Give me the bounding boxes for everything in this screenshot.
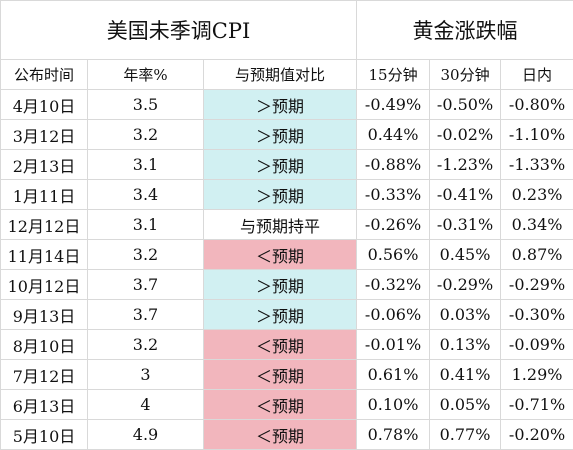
column-header-vs-expectation: 与预期值对比 [202,59,358,90]
cell-gold-intraday: 0.23% [500,179,573,210]
column-header-intraday: 日内 [500,59,573,90]
table-row: 3月12日 3.2 ＞预期 0.44% -0.02% -1.10% [0,119,573,150]
cell-vs-expectation: ＞预期 [202,179,358,210]
cell-gold-15min: -0.01% [356,329,431,360]
cell-vs-expectation: ＞预期 [202,89,358,120]
cell-gold-15min: -0.06% [356,299,431,330]
cell-gold-intraday: -0.29% [500,269,573,300]
table-row: 4月10日 3.5 ＞预期 -0.49% -0.50% -0.80% [0,89,573,120]
table-row: 9月13日 3.7 ＞预期 -0.06% 0.03% -0.30% [0,299,573,330]
table-row: 7月12日 3 ＜预期 0.61% 0.41% 1.29% [0,359,573,390]
cell-gold-30min: 0.13% [429,329,502,360]
cell-gold-15min: 0.78% [356,419,431,450]
cell-gold-30min: 0.03% [429,299,502,330]
cell-rate: 3.2 [87,239,204,270]
cell-vs-expectation: 与预期持平 [202,209,358,240]
cell-gold-15min: 0.10% [356,389,431,420]
cell-date: 9月13日 [0,299,88,330]
column-header-date: 公布时间 [0,59,88,90]
table-body: 4月10日 3.5 ＞预期 -0.49% -0.50% -0.80% 3月12日 3.2 ＞预期… [0,89,573,450]
cell-rate: 3.1 [87,209,204,240]
cell-gold-intraday: -1.10% [500,119,573,150]
table-row: 1月11日 3.4 ＞预期 -0.33% -0.41% 0.23% [0,179,573,210]
column-header-rate: 年率% [87,59,204,90]
cell-gold-30min: 0.77% [429,419,502,450]
cell-date: 1月11日 [0,179,88,210]
cell-gold-30min: -0.31% [429,209,502,240]
cell-gold-15min: -0.88% [356,149,431,180]
cell-gold-15min: -0.33% [356,179,431,210]
cell-date: 3月12日 [0,119,88,150]
cell-rate: 3.1 [87,149,204,180]
cell-date: 4月10日 [0,89,88,120]
table-row: 6月13日 4 ＜预期 0.10% 0.05% -0.71% [0,389,573,420]
cell-vs-expectation: ＜预期 [202,389,358,420]
table-row: 12月12日 3.1 与预期持平 -0.26% -0.31% 0.34% [0,209,573,240]
cell-date: 8月10日 [0,329,88,360]
cell-vs-expectation: ＞预期 [202,269,358,300]
cell-gold-30min: 0.41% [429,359,502,390]
cell-gold-30min: -1.23% [429,149,502,180]
cell-date: 12月12日 [0,209,88,240]
cell-rate: 4 [87,389,204,420]
cell-gold-30min: -0.41% [429,179,502,210]
cell-date: 10月12日 [0,269,88,300]
cell-date: 7月12日 [0,359,88,390]
cell-gold-intraday: -0.20% [500,419,573,450]
cell-gold-intraday: -0.30% [500,299,573,330]
cell-rate: 3.4 [87,179,204,210]
cell-gold-15min: -0.32% [356,269,431,300]
cell-gold-intraday: -0.71% [500,389,573,420]
cell-vs-expectation: ＞预期 [202,149,358,180]
cell-rate: 3.2 [87,329,204,360]
cell-gold-15min: 0.44% [356,119,431,150]
cell-rate: 3.7 [87,299,204,330]
cell-gold-intraday: -0.80% [500,89,573,120]
cell-gold-30min: -0.29% [429,269,502,300]
cell-gold-15min: -0.49% [356,89,431,120]
column-header-row: 公布时间 年率% 与预期值对比 15分钟 30分钟 日内 [0,59,573,90]
cell-rate: 4.9 [87,419,204,450]
cell-gold-30min: -0.50% [429,89,502,120]
cell-gold-30min: -0.02% [429,119,502,150]
cell-vs-expectation: ＞预期 [202,119,358,150]
cell-gold-intraday: 1.29% [500,359,573,390]
cell-gold-intraday: 0.34% [500,209,573,240]
group-header-row: 美国未季调CPI 黄金涨跌幅 [0,0,573,60]
table-row: 5月10日 4.9 ＜预期 0.78% 0.77% -0.20% [0,419,573,450]
table-row: 11月14日 3.2 ＜预期 0.56% 0.45% 0.87% [0,239,573,270]
cell-rate: 3.2 [87,119,204,150]
cell-vs-expectation: ＜预期 [202,359,358,390]
column-header-15min: 15分钟 [356,59,431,90]
cell-date: 2月13日 [0,149,88,180]
cell-rate: 3 [87,359,204,390]
table-row: 8月10日 3.2 ＜预期 -0.01% 0.13% -0.09% [0,329,573,360]
cell-date: 11月14日 [0,239,88,270]
cell-vs-expectation: ＜预期 [202,419,358,450]
cell-gold-15min: 0.61% [356,359,431,390]
cell-vs-expectation: ＜预期 [202,329,358,360]
column-header-30min: 30分钟 [429,59,502,90]
cell-gold-intraday: -1.33% [500,149,573,180]
table-row: 2月13日 3.1 ＞预期 -0.88% -1.23% -1.33% [0,149,573,180]
cell-gold-intraday: -0.09% [500,329,573,360]
cell-rate: 3.5 [87,89,204,120]
cell-vs-expectation: ＜预期 [202,239,358,270]
cell-vs-expectation: ＞预期 [202,299,358,330]
cell-gold-30min: 0.05% [429,389,502,420]
table-row: 10月12日 3.7 ＞预期 -0.32% -0.29% -0.29% [0,269,573,300]
cell-gold-intraday: 0.87% [500,239,573,270]
cell-gold-15min: -0.26% [356,209,431,240]
group-header-gold: 黄金涨跌幅 [356,0,573,60]
cell-gold-30min: 0.45% [429,239,502,270]
group-header-cpi: 美国未季调CPI [0,0,358,60]
cell-date: 5月10日 [0,419,88,450]
cell-gold-15min: 0.56% [356,239,431,270]
cell-date: 6月13日 [0,389,88,420]
cell-rate: 3.7 [87,269,204,300]
